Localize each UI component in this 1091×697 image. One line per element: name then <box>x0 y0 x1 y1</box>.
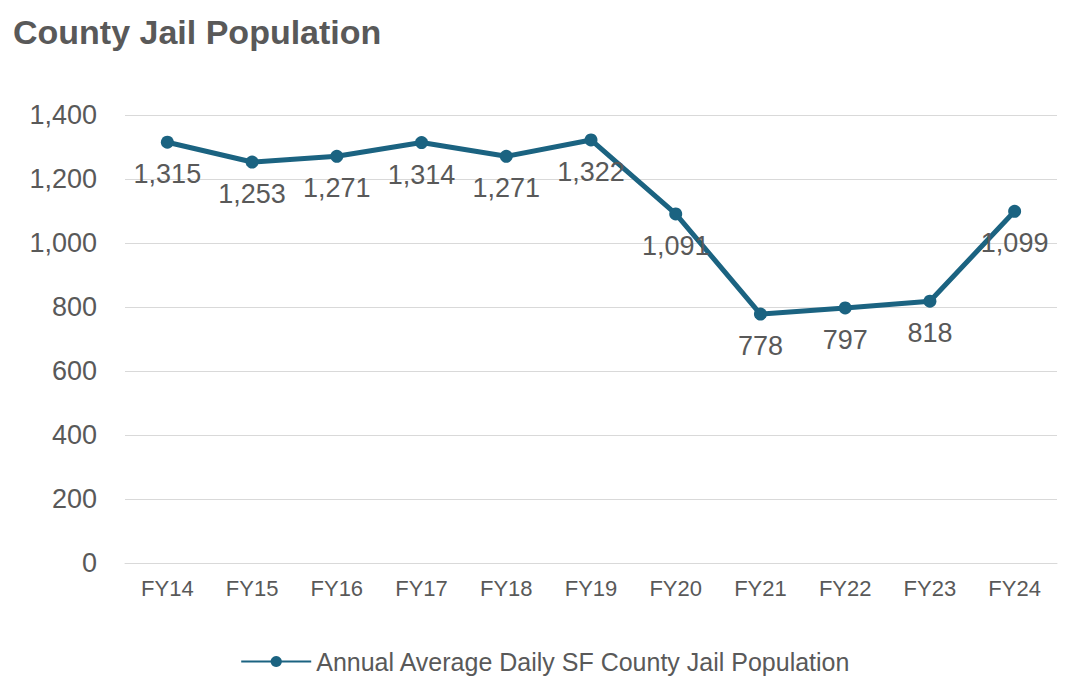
svg-text:FY16: FY16 <box>311 576 364 601</box>
svg-text:FY22: FY22 <box>819 576 872 601</box>
svg-text:600: 600 <box>52 356 97 386</box>
svg-text:797: 797 <box>823 325 868 355</box>
svg-text:1,314: 1,314 <box>388 160 456 190</box>
svg-text:FY15: FY15 <box>226 576 279 601</box>
svg-text:400: 400 <box>52 420 97 450</box>
svg-text:1,253: 1,253 <box>218 179 286 209</box>
svg-text:1,315: 1,315 <box>134 159 202 189</box>
svg-text:818: 818 <box>907 318 952 348</box>
svg-text:FY24: FY24 <box>988 576 1041 601</box>
svg-text:1,400: 1,400 <box>29 100 97 130</box>
svg-text:Annual Average Daily SF County: Annual Average Daily SF County Jail Popu… <box>316 648 849 676</box>
svg-text:200: 200 <box>52 484 97 514</box>
svg-text:FY14: FY14 <box>141 576 194 601</box>
svg-text:1,200: 1,200 <box>29 164 97 194</box>
svg-text:FY17: FY17 <box>395 576 448 601</box>
svg-text:County Jail Population: County Jail Population <box>13 13 381 51</box>
svg-text:1,271: 1,271 <box>472 173 540 203</box>
svg-text:1,271: 1,271 <box>303 173 371 203</box>
svg-text:1,322: 1,322 <box>557 157 625 187</box>
svg-text:778: 778 <box>738 331 783 361</box>
svg-text:FY21: FY21 <box>734 576 787 601</box>
svg-text:1,000: 1,000 <box>29 228 97 258</box>
svg-text:800: 800 <box>52 292 97 322</box>
svg-text:FY19: FY19 <box>565 576 618 601</box>
svg-text:1,091: 1,091 <box>642 231 710 261</box>
svg-text:FY20: FY20 <box>649 576 702 601</box>
svg-text:1,099: 1,099 <box>981 228 1049 258</box>
svg-text:FY18: FY18 <box>480 576 533 601</box>
svg-text:FY23: FY23 <box>904 576 957 601</box>
svg-text:0: 0 <box>82 548 97 578</box>
